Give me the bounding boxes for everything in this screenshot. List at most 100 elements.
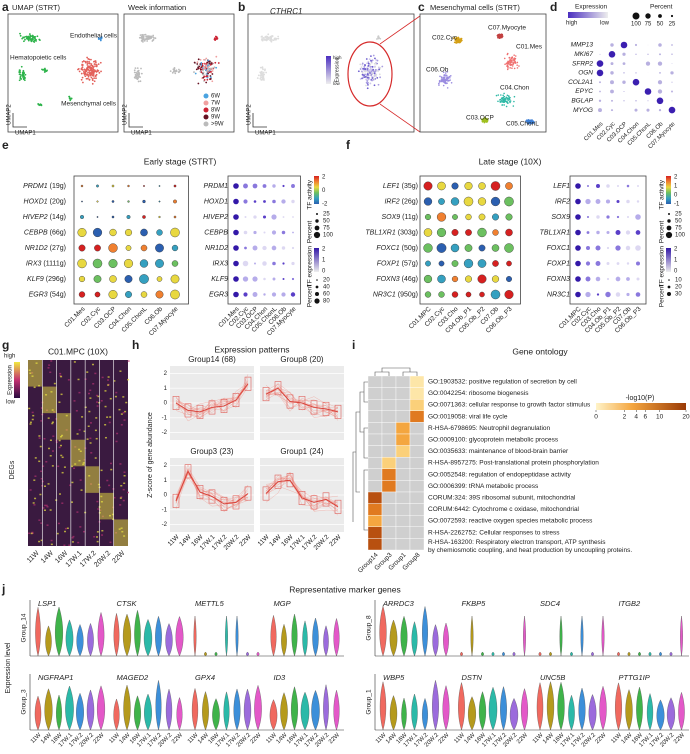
label: -1 <box>162 415 168 421</box>
dot <box>634 108 638 112</box>
heatmap-cell <box>34 475 37 477</box>
cell-dot <box>92 67 94 70</box>
cell-dot <box>518 65 520 67</box>
cell-dot <box>68 95 71 98</box>
dot <box>143 185 145 187</box>
cell-dot <box>83 68 86 71</box>
dot <box>490 196 501 207</box>
dot <box>436 243 447 253</box>
dot <box>451 182 459 190</box>
heatmap-cell <box>73 467 76 470</box>
violin <box>411 693 418 731</box>
heatmap-cell <box>395 526 411 539</box>
dot <box>477 197 487 206</box>
cell-dot <box>93 63 96 65</box>
cell-dot <box>213 38 216 41</box>
cell-dot <box>516 61 519 64</box>
heatmap-cell <box>101 534 104 536</box>
cell-dot <box>209 76 212 79</box>
cell-dot <box>28 33 31 35</box>
violin <box>617 651 620 657</box>
pattern-line <box>265 384 339 418</box>
heatmap-cell <box>40 522 43 524</box>
cell-dot <box>209 63 212 66</box>
heatmap-cell <box>381 515 397 528</box>
cell-dot <box>94 65 96 68</box>
label: Percent <box>659 285 666 308</box>
dot <box>586 231 590 234</box>
heatmap-cell <box>116 432 119 435</box>
cell-dot <box>140 36 143 38</box>
dot <box>127 184 130 188</box>
dot <box>671 44 673 46</box>
cell-dot <box>197 82 200 85</box>
dot <box>599 53 601 55</box>
heatmap-cell <box>51 422 54 425</box>
heatmap-cell <box>47 367 50 369</box>
label: 22W <box>328 533 343 548</box>
cell-dot <box>19 32 21 35</box>
dot <box>423 181 433 191</box>
panel-letter: j <box>1 582 5 596</box>
dot <box>170 289 180 300</box>
gene-label: FOXC1 (50g) <box>376 245 418 252</box>
heatmap-cell <box>43 485 46 487</box>
heatmap-cell <box>60 393 63 396</box>
cell-dot <box>136 70 139 73</box>
label: 6W <box>211 94 220 100</box>
cell-dot <box>505 62 508 65</box>
cell-dot <box>88 78 91 81</box>
cell-dot <box>44 70 47 72</box>
dot <box>452 214 458 220</box>
label: 10 <box>656 414 664 421</box>
cell-dot <box>92 70 95 73</box>
violin <box>311 690 320 731</box>
violin <box>458 681 465 731</box>
gene-label: KLF9 (296g) <box>27 276 66 283</box>
mean-line <box>175 383 249 413</box>
label: R-HSA-163200: Respiratory electron trans… <box>428 539 606 546</box>
dot <box>625 245 631 251</box>
heatmap-cell <box>381 503 397 516</box>
dot <box>125 291 132 298</box>
cell-dot <box>30 38 33 41</box>
heatmap-cell <box>56 532 59 535</box>
label: 7W <box>211 101 220 107</box>
dot <box>437 274 446 284</box>
violin <box>113 613 120 657</box>
heatmap-cell <box>40 477 43 480</box>
label: Percent <box>307 285 314 308</box>
dot <box>635 72 637 74</box>
cell-dot <box>84 75 87 78</box>
heatmap-cell <box>109 397 112 400</box>
legend-dot <box>658 14 662 18</box>
label: DEGs <box>9 460 16 479</box>
heatmap-cell <box>112 488 115 490</box>
dot <box>587 185 589 187</box>
cell-dot <box>269 38 272 41</box>
pattern-line <box>265 389 339 409</box>
violin <box>143 619 153 657</box>
label: 22W <box>111 549 126 564</box>
cell-dot <box>85 69 87 72</box>
dot <box>637 185 639 187</box>
heatmap-cell <box>48 447 51 450</box>
cell-dot <box>371 65 374 68</box>
panel-frame <box>419 175 521 305</box>
cell-dot <box>91 78 94 80</box>
box <box>262 486 270 501</box>
violin <box>656 699 665 731</box>
cell-dot <box>174 72 177 75</box>
label: -2 <box>162 430 168 436</box>
heatmap-cell <box>31 411 34 414</box>
cell-dot <box>260 72 262 75</box>
heatmap-cell <box>64 527 67 530</box>
dot <box>171 260 179 267</box>
violin <box>45 625 52 657</box>
cell-dot <box>98 71 101 74</box>
heatmap-cell <box>395 515 411 528</box>
heatmap-cell <box>97 508 100 510</box>
violin <box>648 651 652 657</box>
dot <box>233 291 239 298</box>
dot <box>622 52 626 56</box>
